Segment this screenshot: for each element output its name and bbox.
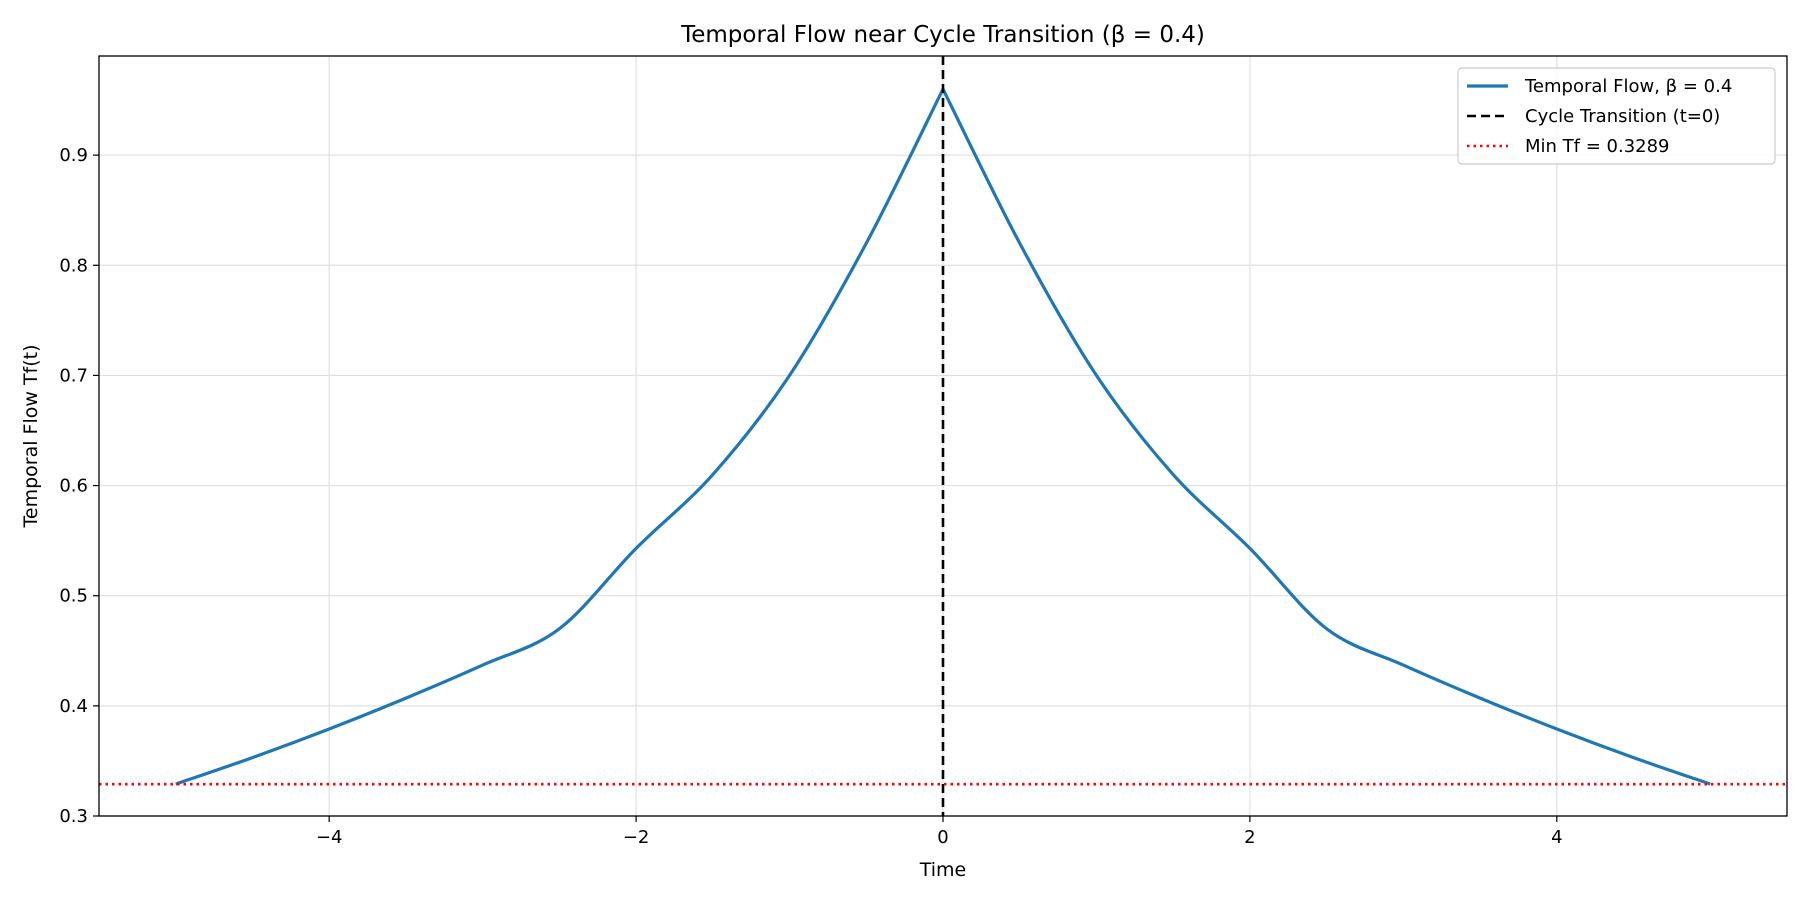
x-tick-label: 2 xyxy=(1244,827,1255,848)
x-axis-label: Time xyxy=(919,859,967,881)
y-tick-label: 0.8 xyxy=(59,255,88,276)
y-tick-label: 0.9 xyxy=(59,145,88,166)
y-axis-label: Temporal Flow Tf(t) xyxy=(20,344,42,528)
y-tick-label: 0.7 xyxy=(59,365,88,386)
legend-entry-cycle-transition-label: Cycle Transition (t=0) xyxy=(1525,106,1720,127)
series-line xyxy=(175,88,1711,786)
x-tick-label: −2 xyxy=(623,827,650,848)
plot-area xyxy=(99,56,1787,816)
y-tick-label: 0.5 xyxy=(59,586,88,607)
legend-entry-min-tf-label: Min Tf = 0.3289 xyxy=(1525,136,1670,157)
y-tick-label: 0.3 xyxy=(59,806,88,827)
legend-box xyxy=(1457,67,1776,165)
x-tick-label: 4 xyxy=(1551,827,1562,848)
x-tick-label: 0 xyxy=(937,827,948,848)
y-tick-label: 0.4 xyxy=(59,696,88,717)
ticks: −4 −2 0 2 4 0.3 0.4 0.5 0.6 0.7 0.8 0.9 xyxy=(59,145,1562,848)
legend: Temporal Flow, β = 0.4 Cycle Transition (… xyxy=(1457,67,1776,165)
legend-entry-temporal-flow-label: Temporal Flow, β = 0.4 xyxy=(1524,76,1732,97)
x-tick-label: −4 xyxy=(316,827,343,848)
y-tick-label: 0.6 xyxy=(59,476,88,497)
chart-title: Temporal Flow near Cycle Transition (β =… xyxy=(680,22,1205,48)
